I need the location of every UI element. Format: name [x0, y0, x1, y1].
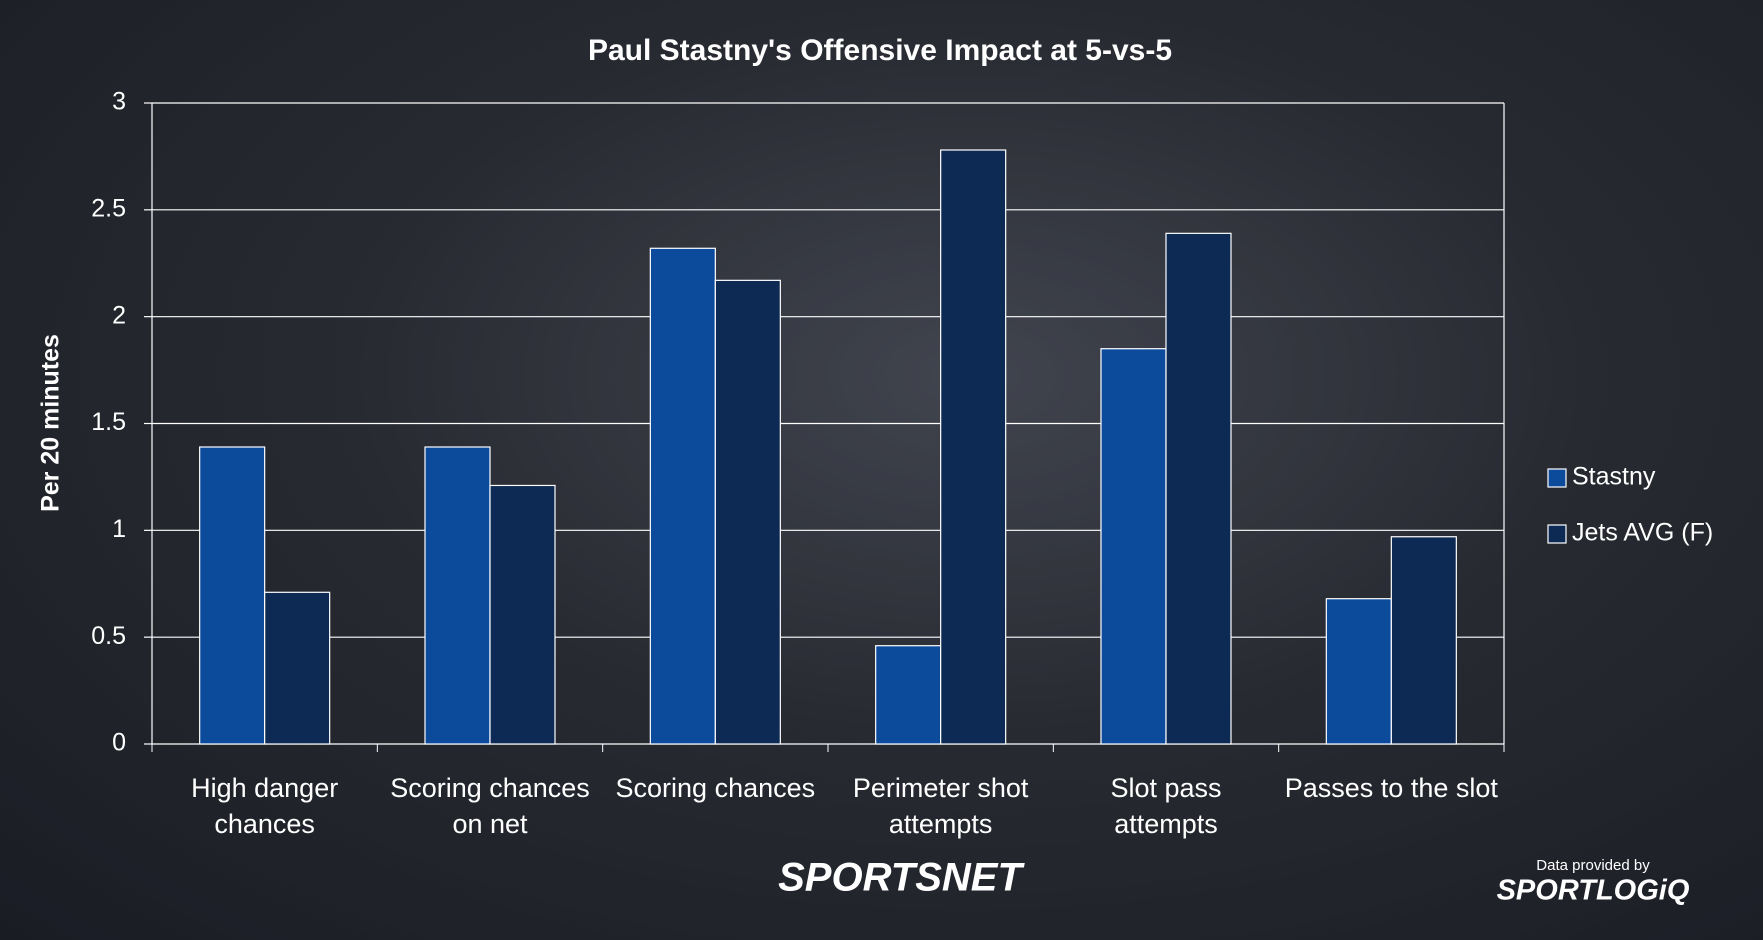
y-tick-label: 0 [112, 729, 126, 757]
bar [264, 591, 331, 745]
y-tick-label: 2 [112, 301, 126, 329]
legend-label: Stastny [1572, 463, 1656, 491]
logo: SPORTSNET [778, 856, 1025, 900]
y-tick-label: 0.5 [91, 622, 126, 650]
bar [424, 446, 491, 745]
chart-title: Paul Stastny's Offensive Impact at 5-vs-… [588, 34, 1172, 67]
bar [649, 247, 716, 745]
y-axis-label: Per 20 minutes [37, 334, 65, 512]
x-tick-label: Slot pass attempts [1110, 773, 1222, 839]
bar [714, 279, 781, 745]
bar [875, 645, 942, 745]
credit: Data provided by [1536, 857, 1650, 874]
provider: SPORTLOGiQ [1497, 875, 1690, 907]
legend-swatch [1547, 524, 1567, 544]
x-tick-label: High danger chances [191, 773, 339, 839]
legend-swatch [1547, 468, 1567, 488]
x-tick-label: Scoring chances on net [390, 773, 590, 839]
x-tick-label: Passes to the slot [1284, 773, 1498, 803]
y-tick-label: 2.5 [91, 194, 126, 222]
bar [489, 484, 556, 745]
y-tick-label: 1 [112, 515, 126, 543]
bar [940, 149, 1007, 745]
bar [1165, 232, 1232, 745]
bar [1390, 536, 1457, 745]
bar [1325, 598, 1392, 745]
legend-label: Jets AVG (F) [1572, 519, 1713, 547]
y-tick-label: 1.5 [91, 408, 126, 436]
bar [1100, 348, 1167, 745]
y-tick-label: 3 [112, 88, 126, 116]
bar [199, 446, 266, 745]
x-tick-label: Scoring chances [615, 773, 816, 803]
x-tick-label: Perimeter shot attempts [852, 773, 1029, 839]
